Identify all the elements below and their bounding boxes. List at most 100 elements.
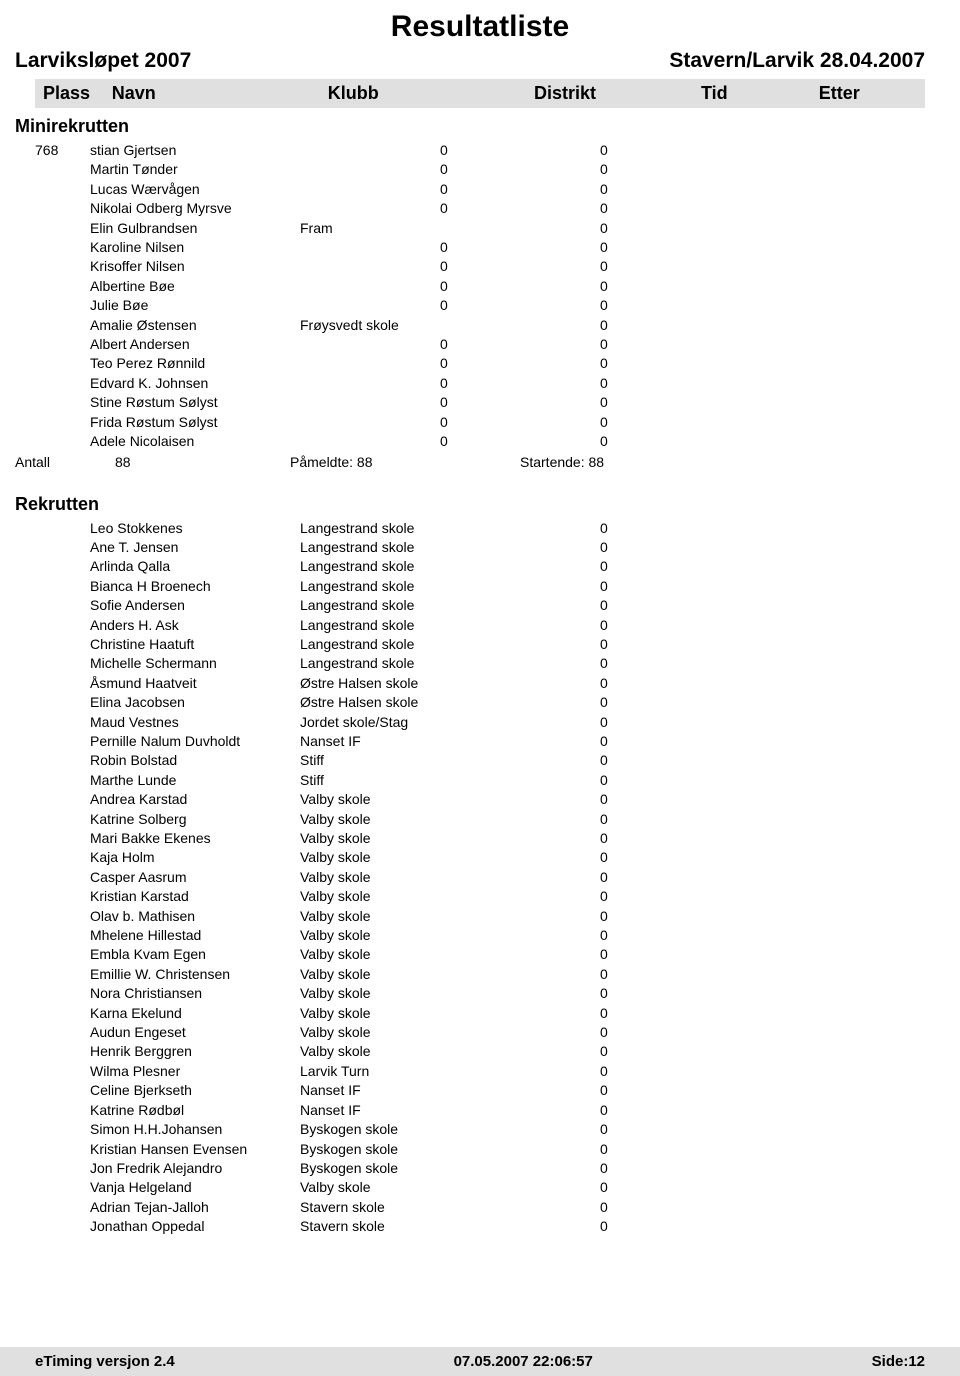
cell-plass (35, 1217, 90, 1236)
cell-plass (35, 180, 90, 199)
cell-navn: Katrine Solberg (90, 810, 300, 829)
cell-plass (35, 1159, 90, 1178)
cell-plass (35, 771, 90, 790)
section1-summary: Antall 88 Påmeldte: 88 Startende: 88 (15, 452, 925, 472)
cell-klubb: Langestrand skole (300, 654, 440, 673)
table-row: Albertine Bøe00 (35, 277, 925, 296)
cell-etter: 0 (480, 1023, 640, 1042)
cell-navn: Teo Perez Rønnild (90, 354, 300, 373)
cell-etter: 0 (480, 654, 640, 673)
cell-navn: Krisoffer Nilsen (90, 257, 300, 276)
cell-etter: 0 (480, 1159, 640, 1178)
cell-navn: Kaja Holm (90, 848, 300, 867)
table-row: Adele Nicolaisen00 (35, 432, 925, 451)
table-row: Olav b. MathisenValby skole0 (35, 907, 925, 926)
cell-tid: 0 (440, 374, 480, 393)
cell-etter: 0 (480, 180, 640, 199)
cell-klubb: Langestrand skole (300, 577, 440, 596)
table-row: Martin Tønder00 (35, 160, 925, 179)
cell-navn: Lucas Wærvågen (90, 180, 300, 199)
cell-klubb: Valby skole (300, 1042, 440, 1061)
cell-tid (440, 713, 480, 732)
cell-tid: 0 (440, 277, 480, 296)
cell-klubb (300, 335, 440, 354)
cell-plass (35, 654, 90, 673)
cell-etter: 0 (480, 577, 640, 596)
cell-etter: 0 (480, 296, 640, 315)
table-row: Emillie W. ChristensenValby skole0 (35, 965, 925, 984)
cell-etter: 0 (480, 1140, 640, 1159)
cell-klubb: Valby skole (300, 907, 440, 926)
cell-tid (440, 848, 480, 867)
table-row: Ane T. JensenLangestrand skole0 (35, 538, 925, 557)
cell-plass (35, 316, 90, 335)
table-row: Vanja HelgelandValby skole0 (35, 1178, 925, 1197)
cell-etter: 0 (480, 635, 640, 654)
cell-klubb: Byskogen skole (300, 1159, 440, 1178)
cell-etter: 0 (480, 316, 640, 335)
cell-tid: 0 (440, 257, 480, 276)
cell-tid (440, 1178, 480, 1197)
cell-navn: Marthe Lunde (90, 771, 300, 790)
cell-etter: 0 (480, 965, 640, 984)
table-row: Leo StokkenesLangestrand skole0 (35, 519, 925, 538)
cell-navn: Wilma Plesner (90, 1062, 300, 1081)
table-row: Katrine SolbergValby skole0 (35, 810, 925, 829)
footer: eTiming versjon 2.4 07.05.2007 22:06:57 … (0, 1347, 960, 1376)
cell-plass (35, 674, 90, 693)
cell-klubb (300, 257, 440, 276)
cell-etter: 0 (480, 257, 640, 276)
table-row: Wilma PlesnerLarvik Turn0 (35, 1062, 925, 1081)
cell-tid (440, 693, 480, 712)
cell-navn: Åsmund Haatveit (90, 674, 300, 693)
cell-klubb: Nanset IF (300, 1081, 440, 1100)
cell-tid: 0 (440, 413, 480, 432)
table-row: Åsmund HaatveitØstre Halsen skole0 (35, 674, 925, 693)
cell-etter: 0 (480, 219, 640, 238)
table-row: Kristian Hansen EvensenByskogen skole0 (35, 1140, 925, 1159)
summary-pameldte: Påmeldte: 88 (290, 452, 520, 472)
cell-navn: Albertine Bøe (90, 277, 300, 296)
cell-etter: 0 (480, 1217, 640, 1236)
cell-navn: Mhelene Hillestad (90, 926, 300, 945)
cell-navn: Nikolai Odberg Myrsve (90, 199, 300, 218)
cell-tid (440, 316, 480, 335)
hdr-navn: Navn (112, 83, 328, 104)
cell-tid (440, 984, 480, 1003)
cell-navn: Ane T. Jensen (90, 538, 300, 557)
hdr-distrikt: Distrikt (534, 83, 701, 104)
cell-navn: Karna Ekelund (90, 1004, 300, 1023)
cell-etter: 0 (480, 732, 640, 751)
cell-navn: Robin Bolstad (90, 751, 300, 770)
cell-etter: 0 (480, 790, 640, 809)
table-row: Albert Andersen00 (35, 335, 925, 354)
table-row: Robin BolstadStiff0 (35, 751, 925, 770)
cell-tid (440, 829, 480, 848)
page-title: Resultatliste (35, 10, 925, 44)
cell-navn: Martin Tønder (90, 160, 300, 179)
cell-tid (440, 557, 480, 576)
cell-navn: Christine Haatuft (90, 635, 300, 654)
cell-etter: 0 (480, 1178, 640, 1197)
table-row: Embla Kvam EgenValby skole0 (35, 945, 925, 964)
cell-tid (440, 790, 480, 809)
page: Resultatliste Larviksløpet 2007 Stavern/… (0, 0, 960, 1376)
table-row: Nikolai Odberg Myrsve00 (35, 199, 925, 218)
cell-plass (35, 219, 90, 238)
cell-navn: Embla Kvam Egen (90, 945, 300, 964)
cell-plass (35, 1023, 90, 1042)
cell-plass (35, 160, 90, 179)
cell-etter: 0 (480, 810, 640, 829)
cell-tid: 0 (440, 296, 480, 315)
cell-klubb: Frøysvedt skole (300, 316, 440, 335)
section2-header: Rekrutten (15, 494, 925, 515)
cell-plass (35, 810, 90, 829)
cell-plass (35, 984, 90, 1003)
cell-tid (440, 596, 480, 615)
cell-etter: 0 (480, 1101, 640, 1120)
cell-plass (35, 790, 90, 809)
cell-etter: 0 (480, 335, 640, 354)
cell-klubb: Byskogen skole (300, 1140, 440, 1159)
table-row: Elin GulbrandsenFram0 (35, 219, 925, 238)
cell-navn: stian Gjertsen (90, 141, 300, 160)
